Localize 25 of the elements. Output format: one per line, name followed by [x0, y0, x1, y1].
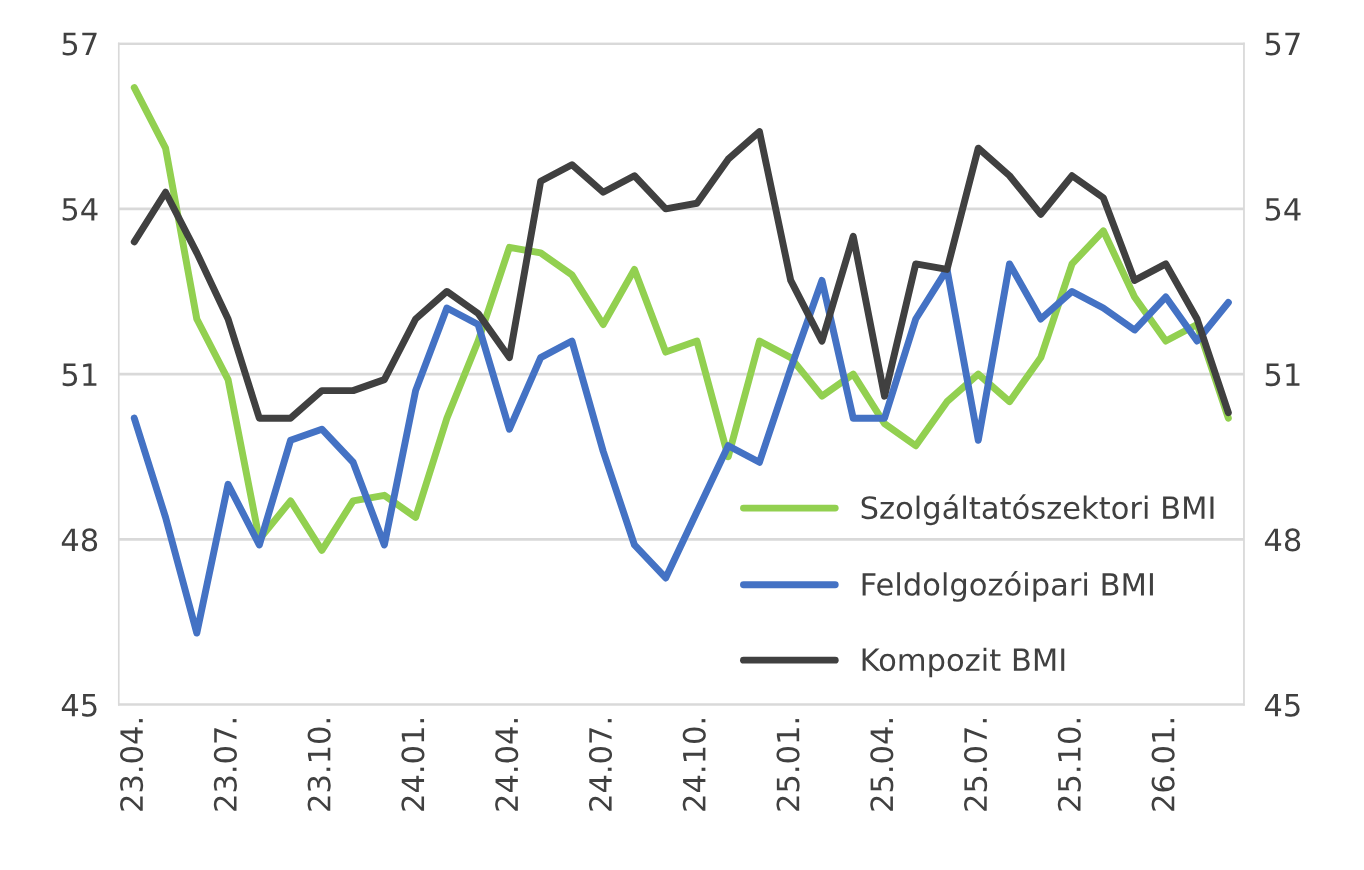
y2-tick-label: 57: [1265, 32, 1300, 56]
x-tick-label: 24.04.: [495, 719, 519, 811]
y-tick-label: 57: [62, 32, 97, 56]
x-tick-label: 25.04.: [870, 719, 894, 811]
y2-tick-label: 51: [1265, 363, 1300, 387]
x-tick-label: 25.07.: [964, 719, 988, 811]
legend-label: Feldolgozóipari BMI: [862, 571, 1153, 602]
x-tick-label: 23.04.: [120, 719, 144, 811]
legend-label: Szolgáltatószektori BMI: [861, 494, 1214, 526]
x-tick-label: 23.10.: [307, 719, 331, 811]
x-tick-label: 23.07.: [213, 719, 237, 811]
y-tick-label: 54: [62, 198, 98, 221]
y-tick-label: 48: [61, 528, 98, 552]
x-tick-label: 24.01.: [401, 719, 425, 811]
y-tick-label: 45: [61, 694, 97, 717]
y-tick-label: 51: [62, 363, 97, 387]
y2-tick-label: 45: [1264, 694, 1300, 717]
x-tick-label: 24.10.: [682, 719, 706, 811]
x-tick-label: 24.07.: [588, 719, 613, 811]
legend-label: Kompozit BMI: [862, 647, 1065, 678]
y2-tick-label: 48: [1264, 528, 1301, 552]
x-tick-label: 26.01.: [1151, 719, 1175, 811]
x-tick-label: 25.01.: [776, 719, 800, 811]
y2-tick-label: 54: [1265, 198, 1301, 221]
x-tick-label: 25.10.: [1057, 719, 1081, 811]
